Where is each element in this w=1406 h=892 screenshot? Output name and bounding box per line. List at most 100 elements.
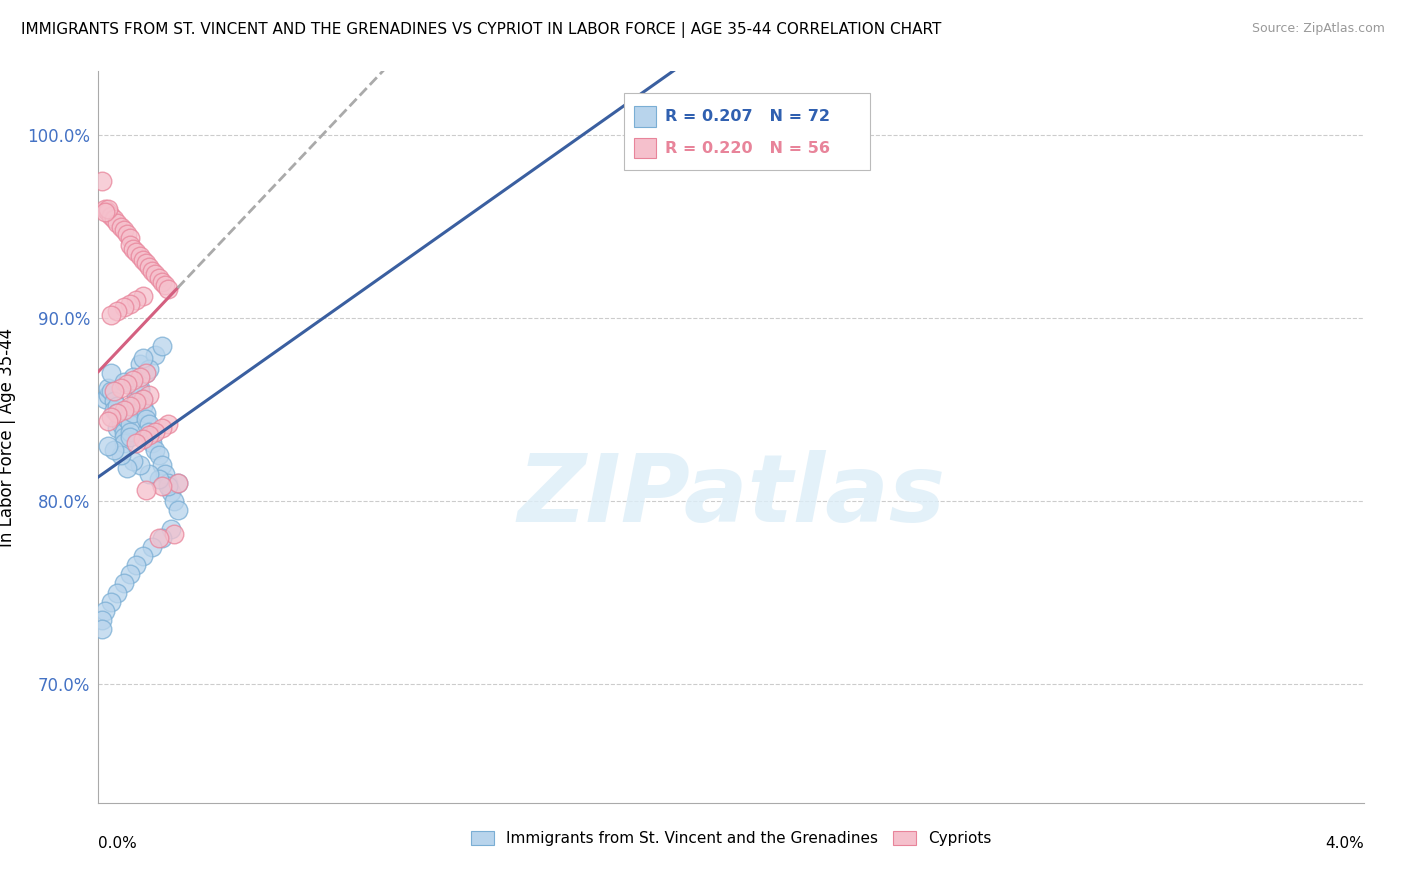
Point [157, 417, 180, 432]
Point [103, 384, 125, 399]
Point [107, 585, 129, 599]
Point [128, 249, 150, 263]
Point [135, 256, 157, 270]
Point [132, 392, 155, 406]
Point [120, 231, 141, 245]
Point [145, 425, 166, 439]
Point [145, 442, 166, 457]
Point [163, 494, 186, 508]
Point [120, 399, 141, 413]
Point [90, 174, 112, 188]
Point [120, 430, 141, 444]
Point [110, 411, 132, 425]
Point [132, 432, 155, 446]
Point [125, 435, 148, 450]
Point [135, 411, 157, 425]
Point [157, 479, 180, 493]
Point [153, 278, 176, 293]
Point [120, 296, 141, 310]
Point [100, 594, 122, 608]
Point [141, 435, 163, 450]
Point [141, 430, 163, 444]
Point [128, 384, 150, 399]
Point [132, 289, 155, 303]
Text: 0.0%: 0.0% [98, 836, 138, 851]
Point [132, 252, 155, 267]
Point [148, 448, 170, 462]
Point [90, 622, 112, 636]
Point [125, 558, 148, 573]
Text: R = 0.220   N = 56: R = 0.220 N = 56 [665, 141, 831, 156]
Point [132, 549, 155, 563]
Point [120, 567, 141, 582]
Point [166, 503, 188, 517]
Point [122, 454, 145, 468]
Point [112, 435, 135, 450]
Point [97, 388, 120, 402]
Point [103, 402, 125, 417]
Text: ZIPatlas: ZIPatlas [517, 450, 945, 541]
Point [141, 263, 163, 277]
Point [132, 351, 155, 366]
Point [145, 268, 166, 282]
Text: 4.0%: 4.0% [1324, 836, 1364, 851]
Point [128, 458, 150, 472]
Point [122, 373, 145, 387]
Point [112, 402, 135, 417]
Point [97, 202, 120, 216]
Point [145, 348, 166, 362]
Point [93, 392, 117, 406]
Point [135, 366, 157, 380]
Point [90, 613, 112, 627]
Point [93, 604, 117, 618]
Point [166, 475, 188, 490]
Bar [634, 106, 657, 127]
Point [112, 430, 135, 444]
Point [103, 442, 125, 457]
Point [115, 461, 138, 475]
Point [150, 458, 173, 472]
Point [112, 300, 135, 314]
Point [141, 540, 163, 554]
Point [107, 421, 129, 435]
Point [112, 576, 135, 591]
Point [148, 531, 170, 545]
Point [138, 388, 160, 402]
Bar [634, 138, 657, 159]
Point [125, 395, 148, 409]
Point [125, 293, 148, 307]
Point [157, 282, 180, 296]
Point [138, 362, 160, 376]
Point [110, 448, 132, 462]
Point [120, 417, 141, 432]
Point [93, 205, 117, 219]
Point [107, 304, 129, 318]
Point [122, 399, 145, 413]
Point [138, 467, 160, 481]
Point [138, 417, 160, 432]
Y-axis label: In Labor Force | Age 35-44: In Labor Force | Age 35-44 [0, 327, 15, 547]
Point [120, 238, 141, 252]
Point [128, 357, 150, 371]
Point [100, 384, 122, 399]
Point [97, 439, 120, 453]
Point [166, 475, 188, 490]
Point [138, 425, 160, 439]
Point [135, 366, 157, 380]
Point [110, 219, 132, 234]
Point [107, 406, 129, 420]
Point [97, 381, 120, 395]
Point [100, 308, 122, 322]
Point [125, 245, 148, 260]
Point [110, 417, 132, 432]
Point [160, 521, 183, 535]
Text: IMMIGRANTS FROM ST. VINCENT AND THE GRENADINES VS CYPRIOT IN LABOR FORCE | AGE 3: IMMIGRANTS FROM ST. VINCENT AND THE GREN… [21, 22, 942, 38]
Point [97, 205, 120, 219]
FancyBboxPatch shape [623, 94, 870, 170]
Point [125, 393, 148, 408]
Point [103, 393, 125, 408]
Point [135, 406, 157, 420]
Point [100, 209, 122, 223]
Point [150, 531, 173, 545]
Point [150, 479, 173, 493]
